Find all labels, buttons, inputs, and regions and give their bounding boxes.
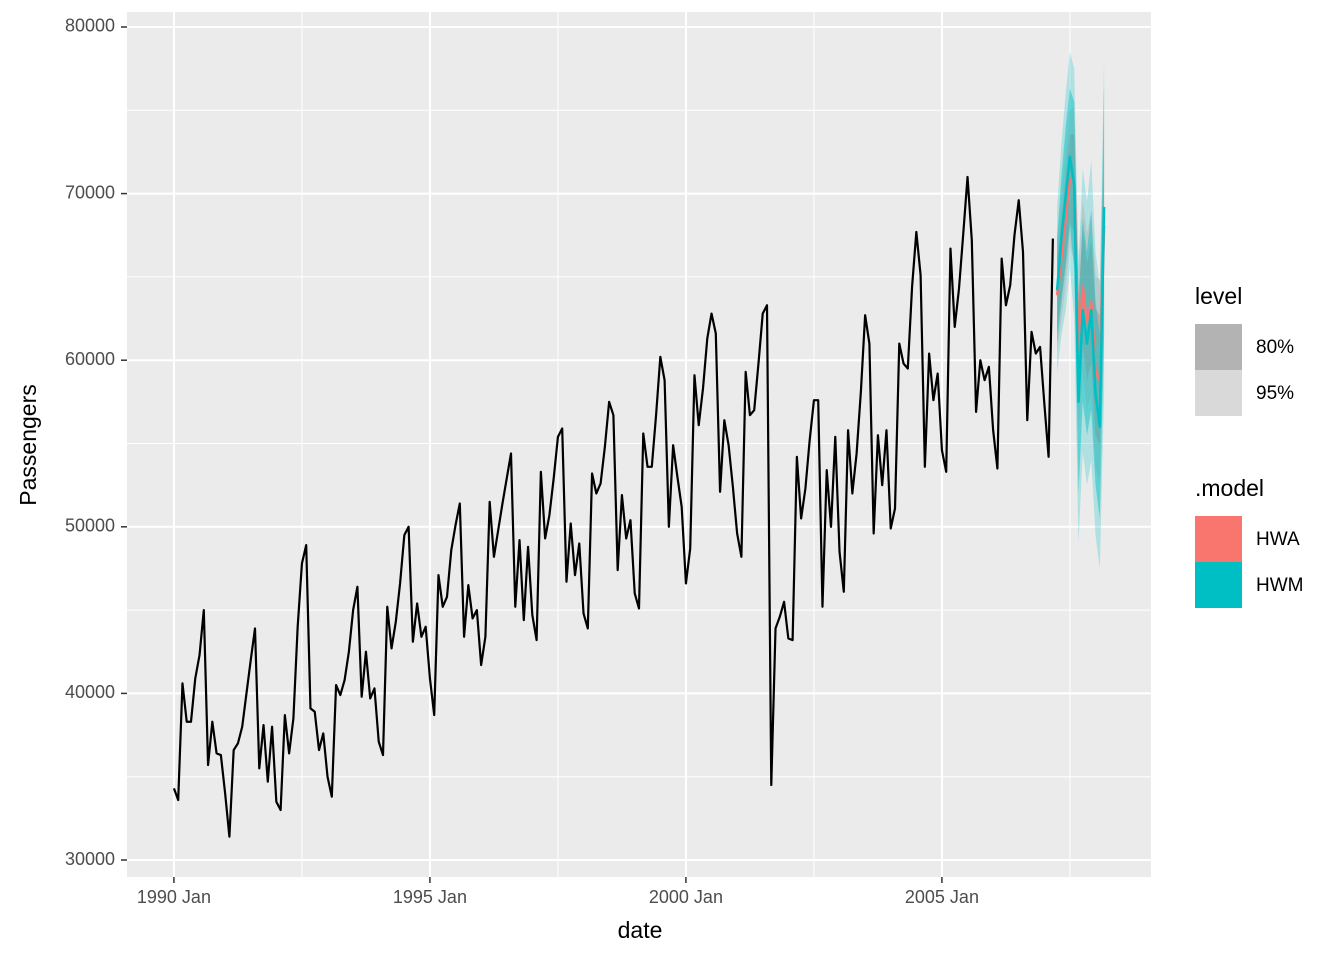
y-axis-title: Passengers: [15, 384, 41, 505]
y-tick-label: 70000: [65, 182, 115, 202]
y-tick-label: 30000: [65, 849, 115, 869]
interval-band: [1057, 133, 1105, 446]
legend-key: [1195, 562, 1242, 608]
y-tick-label: 80000: [65, 16, 115, 36]
legend-key: [1195, 370, 1242, 416]
legend-key: [1195, 516, 1242, 562]
x-tick-label: 1990 Jan: [137, 887, 211, 907]
forecast-line: [1055, 177, 1106, 382]
x-tick-label: 2000 Jan: [649, 887, 723, 907]
legend-label: HWM: [1256, 575, 1303, 596]
y-tick-label: 60000: [65, 349, 115, 369]
series-line: [172, 175, 1054, 838]
legend-label: 95%: [1256, 383, 1294, 404]
x-tick-label: 1995 Jan: [393, 887, 467, 907]
panel-background: [127, 12, 1151, 877]
legend-title: .model: [1195, 475, 1264, 501]
legend-label: 80%: [1256, 337, 1294, 358]
x-tick-label: 2005 Jan: [905, 887, 979, 907]
forecast-line: [1055, 155, 1106, 429]
y-tick-label: 40000: [65, 682, 115, 702]
legend-title: level: [1195, 283, 1242, 309]
y-tick-label: 50000: [65, 516, 115, 536]
x-axis-title: date: [618, 917, 663, 943]
legend-label: HWA: [1256, 529, 1300, 550]
legend-key: [1195, 324, 1242, 370]
